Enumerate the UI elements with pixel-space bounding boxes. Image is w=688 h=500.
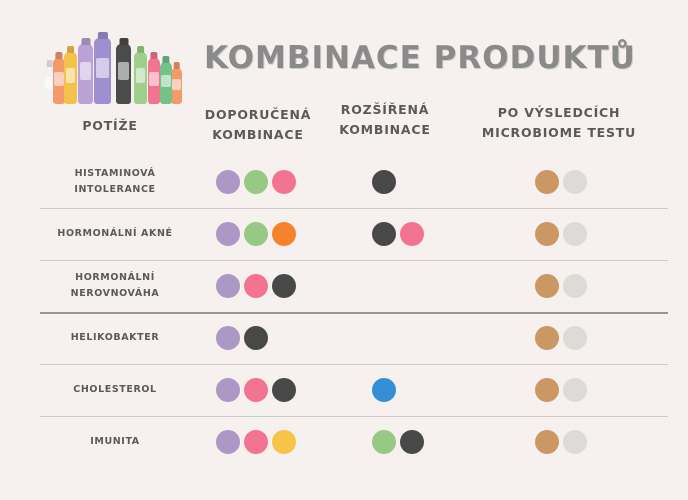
- bottle-icon: [148, 52, 160, 104]
- product-dot-pink: [400, 222, 424, 246]
- product-dot-light: [563, 222, 587, 246]
- bottle-icon: [94, 32, 111, 104]
- product-bottles-image: [44, 32, 182, 104]
- product-dot-dark: [244, 326, 268, 350]
- table-row: HORMONÁLNÍ AKNÉ: [40, 208, 668, 260]
- column-header-recommended: DOPORUČENÁ KOMBINACE: [204, 107, 312, 142]
- row-label: CHOLESTEROL: [73, 384, 157, 395]
- product-dot-orange: [272, 222, 296, 246]
- column-header-microbiome: PO VÝSLEDCÍCH MICROBIOME TESTU: [481, 105, 637, 140]
- product-dot-green: [244, 222, 268, 246]
- product-dot-tan: [535, 170, 559, 194]
- recommended-products: [216, 326, 268, 350]
- product-dot-light: [563, 326, 587, 350]
- product-dot-green: [372, 430, 396, 454]
- page-title: KOMBINACE PRODUKTŮ: [204, 40, 636, 76]
- bottle-icon: [171, 62, 182, 104]
- microbiome-products: [535, 170, 587, 194]
- product-dot-purple: [216, 274, 240, 298]
- row-label: IMUNITA: [90, 436, 140, 447]
- microbiome-products: [535, 326, 587, 350]
- column-header-problems: POTÍŽE: [82, 118, 138, 133]
- bottle-icon: [134, 46, 147, 104]
- bottle-icon: [44, 60, 55, 104]
- row-label: HORMONÁLNÍ NEROVNOVÁHA: [70, 272, 160, 299]
- microbiome-products: [535, 430, 587, 454]
- microbiome-products: [535, 274, 587, 298]
- product-dot-yellow: [272, 430, 296, 454]
- product-dot-dark: [372, 170, 396, 194]
- row-label: HELIKOBAKTER: [70, 332, 160, 343]
- row-divider: [40, 260, 668, 261]
- row-divider: [40, 416, 668, 417]
- row-divider: [40, 312, 668, 314]
- product-dot-blue: [372, 378, 396, 402]
- bottle-icon: [116, 38, 131, 104]
- row-divider: [40, 364, 668, 365]
- product-dot-dark: [372, 222, 396, 246]
- recommended-products: [216, 378, 296, 402]
- product-dot-tan: [535, 430, 559, 454]
- recommended-products: [216, 222, 296, 246]
- product-dot-pink: [272, 170, 296, 194]
- table-row: IMUNITA: [40, 416, 668, 468]
- microbiome-products: [535, 378, 587, 402]
- product-dot-purple: [216, 170, 240, 194]
- product-dot-tan: [535, 274, 559, 298]
- bottle-icon: [160, 56, 172, 104]
- extended-products: [372, 378, 396, 402]
- bottle-icon: [78, 38, 93, 104]
- product-dot-light: [563, 430, 587, 454]
- column-header-extended: ROZŠÍŘENÁ KOMBINACE: [339, 102, 431, 137]
- table-row: HELIKOBAKTER: [40, 312, 668, 364]
- product-dot-pink: [244, 274, 268, 298]
- recommended-products: [216, 170, 296, 194]
- table-row: HISTAMINOVÁ INTOLERANCE: [40, 156, 668, 208]
- product-dot-light: [563, 170, 587, 194]
- product-dot-tan: [535, 222, 559, 246]
- product-dot-pink: [244, 378, 268, 402]
- microbiome-products: [535, 222, 587, 246]
- product-dot-purple: [216, 378, 240, 402]
- extended-products: [372, 170, 396, 194]
- product-dot-tan: [535, 378, 559, 402]
- bottle-icon: [64, 46, 77, 104]
- product-dot-light: [563, 274, 587, 298]
- product-dot-pink: [244, 430, 268, 454]
- product-dot-purple: [216, 222, 240, 246]
- row-divider: [40, 208, 668, 209]
- row-label: HISTAMINOVÁ INTOLERANCE: [74, 168, 156, 195]
- product-dot-purple: [216, 326, 240, 350]
- recommended-products: [216, 274, 296, 298]
- extended-products: [372, 430, 424, 454]
- product-dot-dark: [272, 274, 296, 298]
- extended-products: [372, 222, 424, 246]
- product-dot-green: [244, 170, 268, 194]
- bottle-icon: [53, 52, 65, 104]
- product-dot-dark: [400, 430, 424, 454]
- recommended-products: [216, 430, 296, 454]
- product-dot-light: [563, 378, 587, 402]
- product-dot-dark: [272, 378, 296, 402]
- product-dot-purple: [216, 430, 240, 454]
- row-label: HORMONÁLNÍ AKNÉ: [57, 228, 173, 239]
- product-dot-tan: [535, 326, 559, 350]
- table-row: CHOLESTEROL: [40, 364, 668, 416]
- table-row: HORMONÁLNÍ NEROVNOVÁHA: [40, 260, 668, 312]
